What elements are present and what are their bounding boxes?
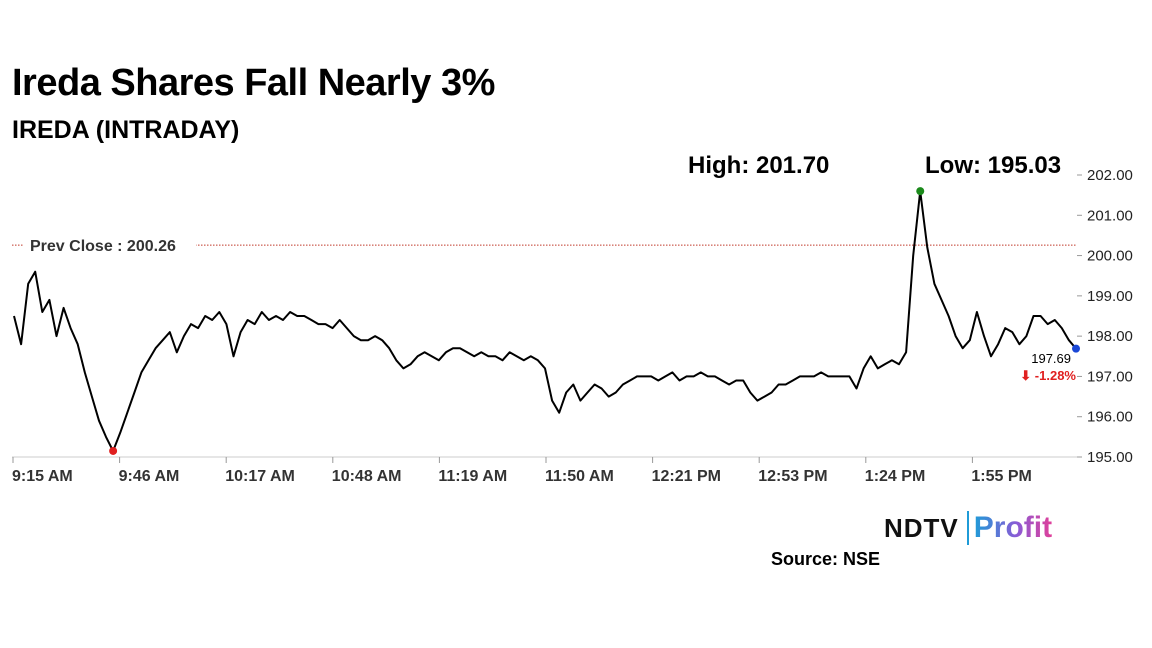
chart-title: Ireda Shares Fall Nearly 3% <box>12 62 495 104</box>
y-tick-label: 202.00 <box>1087 167 1133 184</box>
y-tick-label: 198.00 <box>1087 328 1133 345</box>
high-label: High: 201.70 <box>688 152 830 179</box>
y-tick-label: 195.00 <box>1087 449 1133 466</box>
x-tick-label: 10:48 AM <box>332 468 402 485</box>
y-tick-label: 197.00 <box>1087 368 1133 385</box>
last-price-marker <box>1072 344 1080 353</box>
y-tick-label: 199.00 <box>1087 288 1133 305</box>
y-axis: 202.00 201.00 200.00 199.00 198.00 197.00 196.… <box>1077 167 1133 466</box>
ndtv-profit-logo: NDTV Profit <box>884 508 1052 548</box>
x-tick-label: 11:19 AM <box>438 468 507 485</box>
prev-close-label: Prev Close : 200.26 <box>30 238 176 255</box>
low-label: Low: 195.03 <box>925 152 1062 179</box>
y-tick-label: 196.00 <box>1087 409 1133 426</box>
x-tick-label: 9:15 AM <box>12 468 73 485</box>
low-marker <box>109 446 118 455</box>
price-series-line <box>13 190 1077 452</box>
x-tick-label: 1:55 PM <box>971 468 1031 485</box>
y-tick-label: 201.00 <box>1087 207 1133 224</box>
source-label: Source: NSE <box>771 549 881 569</box>
x-axis: 9:15 AM 9:46 AM 10:17 AM 10:48 AM 11:19 AM 11… <box>12 456 1077 485</box>
logo-divider <box>966 511 969 545</box>
x-tick-label: 1:24 PM <box>865 468 925 485</box>
chart-subtitle: IREDA (INTRADAY) <box>12 116 240 144</box>
logo-profit-text: Profit <box>973 511 1053 544</box>
x-tick-label: 9:46 AM <box>119 468 180 485</box>
last-price-label: 197.69 <box>1031 351 1071 366</box>
logo-ndtv-text: NDTV <box>884 512 959 543</box>
x-tick-label: 10:17 AM <box>225 468 295 485</box>
x-tick-label: 11:50 AM <box>545 468 614 485</box>
change-label: ⬇ -1.28% <box>1020 368 1076 383</box>
x-tick-label: 12:53 PM <box>758 468 827 485</box>
y-tick-label: 200.00 <box>1087 248 1133 265</box>
x-tick-label: 12:21 PM <box>652 468 721 485</box>
high-marker <box>916 187 925 196</box>
prev-close-label-bg <box>24 235 196 256</box>
